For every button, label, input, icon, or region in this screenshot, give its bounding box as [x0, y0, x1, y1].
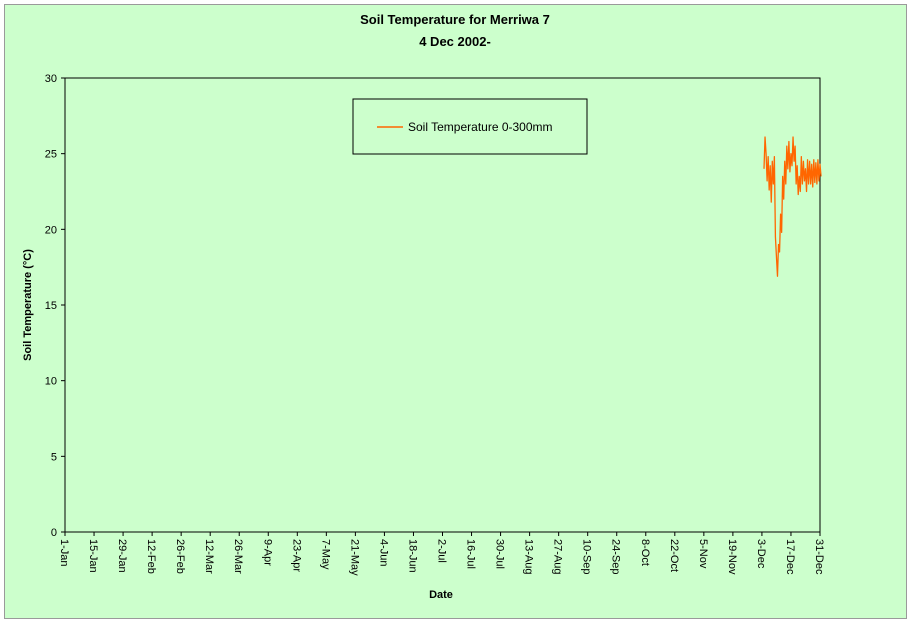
- x-axis-label: Date: [429, 589, 453, 601]
- x-tick-label: 3-Dec: [755, 539, 767, 569]
- x-tick-label: 13-Aug: [523, 539, 535, 574]
- x-tick-label: 18-Jun: [406, 539, 418, 573]
- x-tick-label: 30-Jul: [494, 539, 506, 569]
- x-axis: 1-Jan 15-Jan 29-Jan 12-Feb 26-Feb 12-Mar 26-Ma…: [58, 532, 825, 576]
- x-tick-label: 9-Apr: [261, 539, 273, 566]
- y-tick-label: 25: [45, 149, 57, 161]
- x-tick-label: 26-Feb: [174, 539, 186, 574]
- x-tick-label: 1-Jan: [58, 539, 70, 567]
- y-tick-label: 10: [45, 376, 57, 388]
- y-tick-label: 15: [45, 300, 57, 312]
- x-tick-label: 16-Jul: [465, 539, 477, 569]
- x-tick-label: 23-Apr: [290, 539, 302, 572]
- x-tick-label: 8-Oct: [639, 539, 651, 566]
- x-tick-label: 7-May: [319, 539, 331, 570]
- x-tick-label: 2-Jul: [436, 539, 448, 563]
- x-tick-label: 12-Feb: [145, 539, 157, 574]
- series-line-soil-temperature: [763, 136, 822, 277]
- x-tick-label: 31-Dec: [813, 539, 825, 575]
- x-tick-label: 5-Nov: [697, 539, 709, 569]
- x-tick-label: 22-Oct: [668, 539, 680, 572]
- chart-title: Soil Temperature for Merriwa 7: [360, 12, 550, 27]
- y-tick-label: 5: [51, 451, 57, 463]
- x-tick-label: 15-Jan: [87, 539, 99, 573]
- legend: Soil Temperature 0-300mm: [352, 98, 588, 155]
- x-tick-label: 4-Jun: [377, 539, 389, 567]
- x-tick-label: 29-Jan: [116, 539, 128, 573]
- x-tick-label: 24-Sep: [610, 539, 622, 574]
- x-tick-label: 26-Mar: [232, 539, 244, 574]
- y-axis: 0 5 10 15 20 25 30: [45, 73, 65, 539]
- x-tick-label: 19-Nov: [726, 539, 738, 575]
- y-tick-label: 30: [45, 73, 57, 85]
- y-tick-label: 0: [51, 527, 57, 539]
- y-tick-label: 20: [45, 224, 57, 236]
- chart-subtitle: 4 Dec 2002-: [419, 34, 491, 49]
- x-tick-label: 21-May: [348, 539, 360, 576]
- x-tick-label: 17-Dec: [784, 539, 796, 575]
- series-layer: [763, 136, 822, 277]
- x-tick-label: 10-Sep: [581, 539, 593, 574]
- legend-box: [352, 98, 588, 155]
- x-tick-label: 12-Mar: [203, 539, 215, 574]
- y-axis-label: Soil Temperature (°C): [22, 249, 34, 361]
- legend-label: Soil Temperature 0-300mm: [408, 120, 553, 134]
- x-tick-label: 27-Aug: [552, 539, 564, 574]
